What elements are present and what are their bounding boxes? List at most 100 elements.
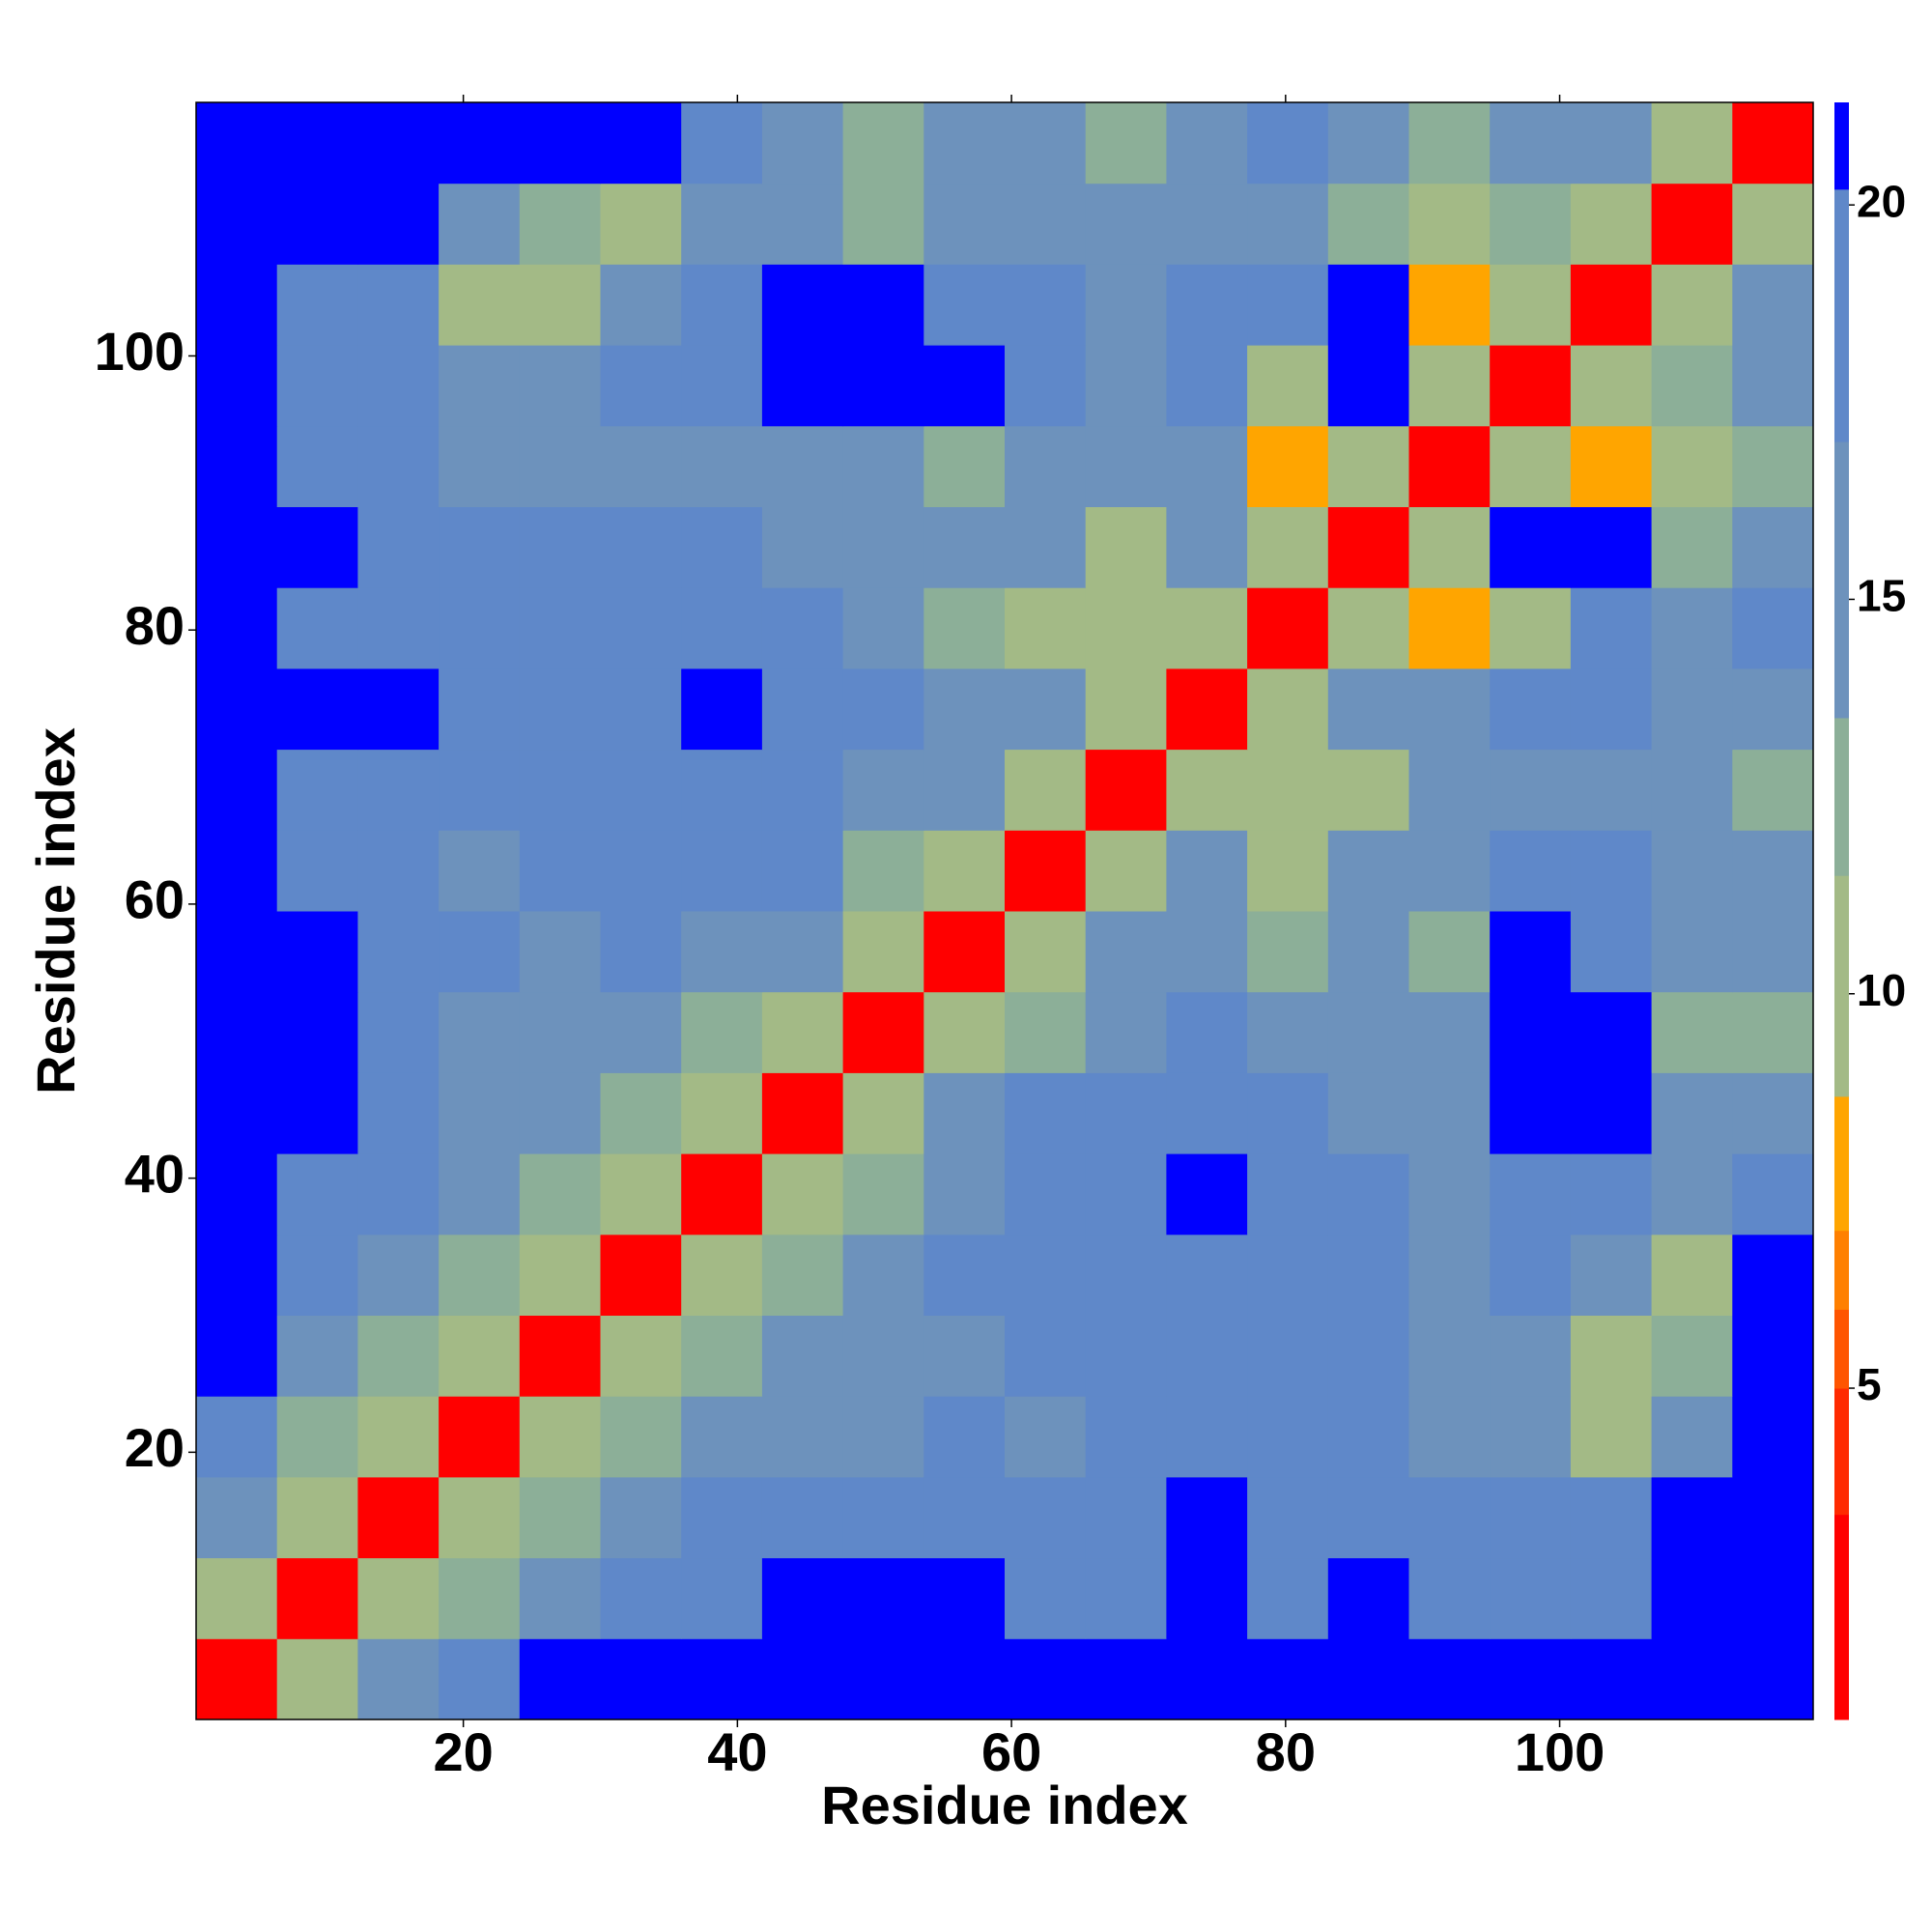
heat-cell (1085, 587, 1167, 669)
colorbar-tick-label: 15 (1857, 571, 1906, 621)
heat-cell (1005, 587, 1087, 669)
heat-cell (842, 1315, 924, 1397)
heat-cell (196, 830, 278, 912)
heat-cell (519, 830, 601, 912)
heat-cell (1732, 264, 1814, 346)
heat-cell (1570, 587, 1653, 669)
heat-cell (1570, 102, 1653, 185)
heat-cell (1732, 1072, 1814, 1154)
heat-cell (1490, 1072, 1572, 1154)
heat-cell (681, 911, 763, 993)
heat-cell (1408, 668, 1491, 751)
heat-cell (761, 425, 844, 507)
heat-cell (1085, 1315, 1167, 1397)
y-tick-label: 40 (125, 1143, 185, 1204)
heat-cell (761, 1557, 844, 1639)
heat-cell (1166, 1476, 1248, 1559)
x-tick-label: 60 (981, 1721, 1041, 1782)
heat-cell (1085, 1557, 1167, 1639)
heat-cell (196, 1153, 278, 1236)
heat-cell (439, 1476, 521, 1559)
heat-cell (923, 1638, 1006, 1720)
heat-cell (1651, 102, 1733, 185)
heat-cell (923, 183, 1006, 265)
heat-cell (1327, 264, 1409, 346)
heat-cell (439, 1153, 521, 1236)
heat-cell (1327, 1315, 1409, 1397)
heat-cell (276, 1234, 358, 1316)
colorbar-tick-label: 10 (1857, 965, 1906, 1015)
heat-cell (1085, 102, 1167, 185)
heat-cell (439, 830, 521, 912)
heat-cell (681, 749, 763, 831)
heat-cell (1651, 425, 1733, 507)
heat-cell (1327, 587, 1409, 669)
heat-cell (357, 830, 440, 912)
heat-cell (681, 1396, 763, 1478)
heat-cell (1732, 668, 1814, 751)
heat-cell (1327, 1234, 1409, 1316)
heat-cell (761, 1234, 844, 1316)
heat-cell (1732, 1557, 1814, 1639)
heat-cell (1490, 1476, 1572, 1559)
heat-cell (276, 183, 358, 265)
heat-cell (600, 1315, 682, 1397)
colorbar-tick-label: 5 (1857, 1359, 1882, 1409)
heat-cell (1651, 345, 1733, 427)
heat-cell (1651, 991, 1733, 1073)
heat-cell (439, 991, 521, 1073)
heat-cell (761, 587, 844, 669)
heat-cell (1651, 587, 1733, 669)
heat-cell (519, 183, 601, 265)
heat-cell (1085, 1396, 1167, 1478)
heat-cell (923, 1072, 1006, 1154)
heat-cell (1651, 1315, 1733, 1397)
heat-cell (439, 1557, 521, 1639)
heat-cell (519, 1072, 601, 1154)
heat-cell (1005, 1557, 1087, 1639)
heat-cell (1085, 183, 1167, 265)
heat-cell (923, 1396, 1006, 1478)
heat-cell (842, 991, 924, 1073)
colorbar-band (1834, 875, 1849, 1097)
heat-cell (1327, 830, 1409, 912)
heat-cell (1651, 668, 1733, 751)
heat-cell (681, 264, 763, 346)
heat-cell (761, 991, 844, 1073)
heat-cell (357, 1638, 440, 1720)
heat-cell (1327, 102, 1409, 185)
heat-cell (1651, 911, 1733, 993)
heat-cell (600, 1396, 682, 1478)
heat-cell (1570, 1476, 1653, 1559)
heat-cell (276, 911, 358, 993)
heat-cell (1005, 830, 1087, 912)
heat-cell (1732, 1234, 1814, 1316)
heat-cell (196, 264, 278, 346)
heat-cell (1247, 183, 1329, 265)
heat-cell (1490, 1557, 1572, 1639)
heat-cell (1408, 425, 1491, 507)
heat-cell (357, 506, 440, 588)
heat-cell (196, 1234, 278, 1316)
heat-cell (1408, 1315, 1491, 1397)
heat-cell (1166, 425, 1248, 507)
heat-cell (681, 102, 763, 185)
heat-cell (1327, 425, 1409, 507)
heat-cell (439, 264, 521, 346)
x-tick-label: 80 (1256, 1721, 1316, 1782)
heat-cell (923, 991, 1006, 1073)
heat-cell (1490, 183, 1572, 265)
y-axis-label: Residue index (25, 727, 86, 1094)
heat-cell (681, 830, 763, 912)
heat-cell (1651, 1234, 1733, 1316)
heat-cell (1247, 1072, 1329, 1154)
heat-cell (357, 183, 440, 265)
heat-cell (1085, 911, 1167, 993)
heat-cell (1651, 1396, 1733, 1478)
heat-cell (761, 183, 844, 265)
heat-cell (842, 264, 924, 346)
heat-cell (1166, 1153, 1248, 1236)
heat-cell (1166, 1315, 1248, 1397)
heat-cell (600, 425, 682, 507)
heat-cell (1651, 1638, 1733, 1720)
